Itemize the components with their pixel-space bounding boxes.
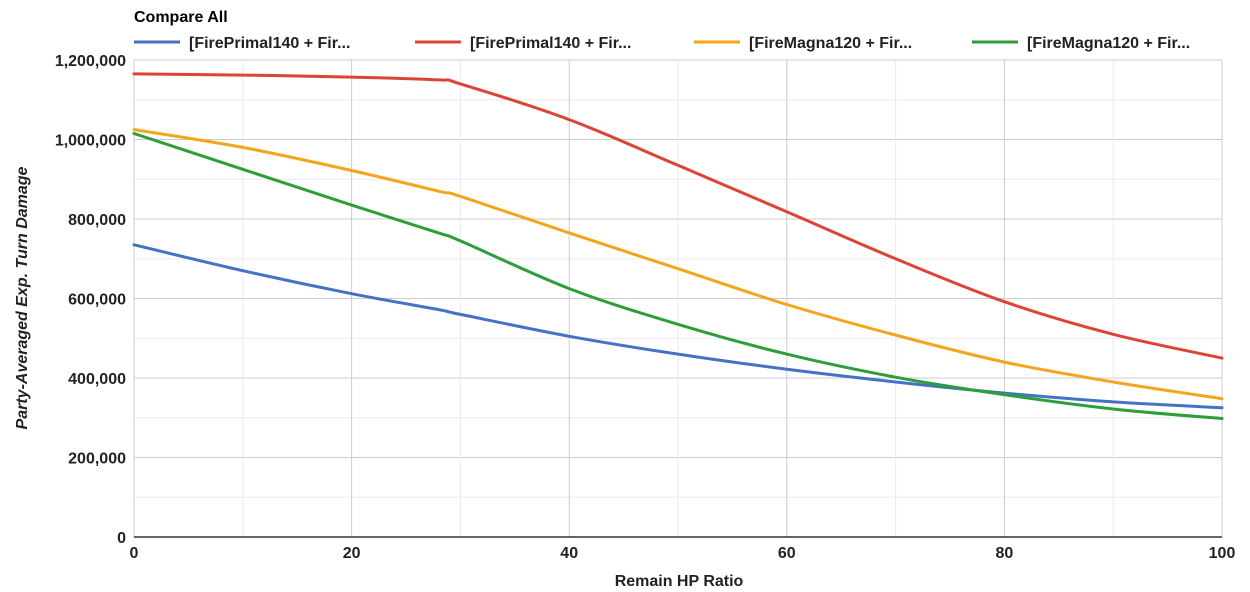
y-axis-title: Party-Averaged Exp. Turn Damage [14, 166, 31, 429]
series-line-4 [132, 132, 1224, 420]
chart-title: Compare All [134, 9, 228, 26]
x-tick-label: 40 [560, 545, 578, 562]
series-lines [132, 72, 1224, 420]
legend-item-1[interactable]: [FirePrimal140 + Fir... [134, 35, 350, 52]
legend-item-3[interactable]: [FireMagna120 + Fir... [694, 35, 912, 52]
y-tick-label: 600,000 [68, 292, 126, 309]
y-tick-label: 1,200,000 [55, 53, 126, 70]
series-line-3 [132, 128, 1224, 401]
y-tick-label: 800,000 [68, 212, 126, 229]
x-axis-ticks: 0 20 40 60 80 100 [130, 545, 1236, 562]
legend-item-4[interactable]: [FireMagna120 + Fir... [972, 35, 1190, 52]
series-line-2 [132, 72, 1224, 360]
y-axis-ticks: 0 200,000 400,000 600,000 800,000 1,000,000 1,… [55, 53, 126, 547]
y-tick-label: 400,000 [68, 371, 126, 388]
y-tick-label: 0 [117, 530, 126, 547]
x-tick-label: 0 [130, 545, 139, 562]
y-tick-label: 200,000 [68, 451, 126, 468]
legend[interactable]: [FirePrimal140 + Fir... [FirePrimal140 + … [134, 35, 1190, 52]
legend-label: [FirePrimal140 + Fir... [470, 35, 631, 52]
series-line-1 [132, 243, 1224, 410]
legend-item-2[interactable]: [FirePrimal140 + Fir... [415, 35, 631, 52]
legend-label: [FireMagna120 + Fir... [1027, 35, 1190, 52]
x-tick-label: 20 [343, 545, 361, 562]
y-tick-label: 1,000,000 [55, 133, 126, 150]
legend-label: [FirePrimal140 + Fir... [189, 35, 350, 52]
x-tick-label: 60 [778, 545, 796, 562]
legend-label: [FireMagna120 + Fir... [749, 35, 912, 52]
x-axis-title: Remain HP Ratio [615, 573, 744, 590]
x-tick-label: 80 [996, 545, 1014, 562]
grid [133, 59, 1223, 538]
x-tick-label: 100 [1209, 545, 1236, 562]
